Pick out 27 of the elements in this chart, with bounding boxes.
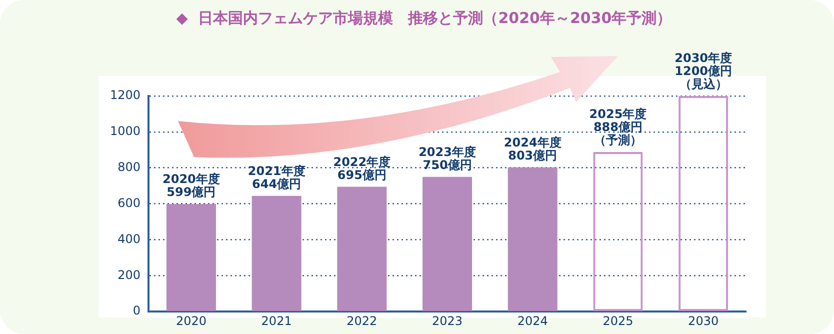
x-tick-label: 2020 [176, 314, 206, 328]
text: 2025年度888億円（予測） [589, 107, 647, 148]
x-tick-label: 2030 [688, 314, 719, 328]
text: 2023年度750億円 [418, 144, 476, 172]
bar [337, 186, 387, 311]
x-tick-label: 2024 [517, 314, 548, 328]
y-tick-label: 200 [118, 268, 141, 282]
y-tick-label: 800 [118, 160, 141, 174]
y-tick-label: 1000 [110, 124, 141, 138]
x-tick-label: 2021 [261, 314, 292, 328]
bar [508, 167, 558, 311]
y-tick-label: 1200 [110, 88, 141, 102]
text: 2022年度695億円 [333, 154, 391, 182]
text: 2020年度599億円 [162, 172, 220, 200]
text: 2021年度644億円 [248, 164, 306, 192]
bar [422, 176, 472, 311]
chart-title: ◆ 日本国内フェムケア市場規模 推移と予測（2020年～2030年予測） [176, 8, 672, 27]
x-tick-label: 2022 [346, 314, 378, 328]
bar [252, 196, 302, 311]
y-tick-label: 0 [132, 304, 141, 318]
y-tick-label: 400 [118, 232, 141, 246]
bar [166, 204, 216, 311]
text: 2030年度1200億円（見込） [674, 51, 732, 92]
x-tick-label: 2023 [432, 314, 463, 328]
y-tick-label: 600 [118, 196, 141, 210]
text: 2024年度803億円 [504, 135, 562, 162]
x-tick-label: 2025 [602, 314, 634, 328]
